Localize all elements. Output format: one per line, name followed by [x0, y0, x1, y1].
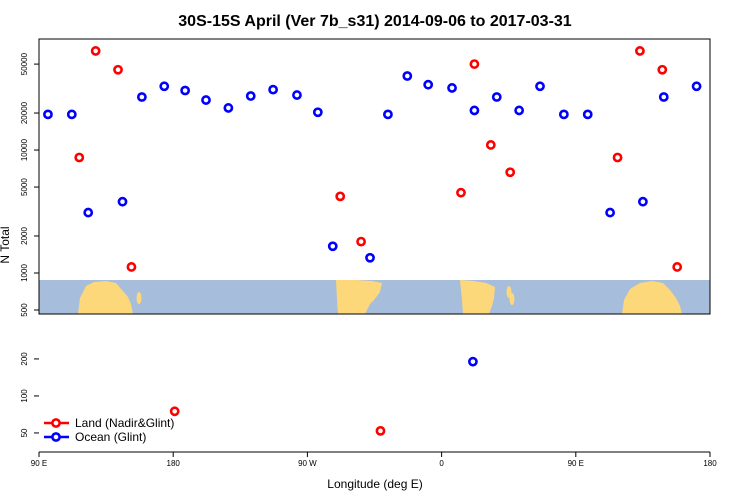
- ocean-point: [691, 81, 702, 92]
- legend: Land (Nadir&Glint)Ocean (Glint): [44, 416, 174, 444]
- land-patch-madagascar: [136, 292, 142, 304]
- land-point: [74, 152, 85, 163]
- map-strip: [39, 280, 710, 314]
- legend-marker-ocean: [51, 432, 61, 442]
- land-point: [505, 167, 516, 178]
- land-point: [375, 425, 386, 436]
- land-mass-2: [336, 280, 382, 314]
- y-ticks: 50 100 200 500 1000 2000 5000 10000 20000 50000: [20, 52, 39, 437]
- ocean-point: [605, 207, 615, 218]
- x-axis-label: Longitude (deg E): [327, 477, 422, 491]
- x-tick-label: 180: [703, 459, 717, 468]
- y-tick-label: 10000: [20, 138, 29, 161]
- x-tick-label: 90 W: [298, 459, 317, 468]
- ocean-point: [582, 109, 593, 120]
- ocean-point: [383, 109, 393, 120]
- ocean-point: [469, 105, 480, 116]
- land-point: [356, 236, 366, 247]
- land-point: [456, 187, 466, 198]
- ocean-point: [201, 95, 211, 105]
- ocean-point: [638, 196, 648, 207]
- land-point: [169, 406, 180, 417]
- land-point: [469, 59, 480, 69]
- ocean-point: [292, 90, 302, 100]
- ocean-point: [468, 356, 478, 367]
- ocean-point: [658, 92, 669, 102]
- ocean-point: [514, 105, 525, 116]
- ocean-point: [402, 71, 413, 81]
- ocean-point: [83, 207, 94, 218]
- y-tick-label: 500: [20, 303, 29, 317]
- land-point: [126, 262, 137, 272]
- x-tick-label: 180: [167, 459, 181, 468]
- y-tick-label: 20000: [20, 101, 29, 124]
- ocean-point: [66, 109, 77, 120]
- land-point: [113, 64, 123, 75]
- y-tick-label: 200: [20, 352, 29, 366]
- plot-frame: [38, 38, 711, 315]
- land-point: [335, 191, 346, 202]
- ocean-point: [535, 81, 545, 92]
- ocean-point: [223, 103, 234, 113]
- land-patch-south-america-2: [509, 293, 515, 305]
- ocean-point: [423, 79, 434, 90]
- ocean-point: [558, 109, 569, 120]
- x-tick-label: 90 E: [31, 459, 47, 468]
- ocean-point: [447, 83, 457, 93]
- ocean-point: [312, 107, 323, 118]
- land-mass-4: [622, 281, 682, 314]
- legend-label-land: Land (Nadir&Glint): [75, 416, 174, 430]
- ocean-point: [180, 85, 191, 96]
- map-land: [78, 280, 682, 314]
- y-tick-label: 5000: [20, 178, 29, 196]
- x-tick-label: 90 E: [568, 459, 584, 468]
- land-point: [612, 152, 623, 163]
- y-tick-label: 1000: [20, 264, 29, 282]
- ocean-point: [117, 196, 128, 207]
- ocean-point: [491, 92, 502, 102]
- y-axis-label: N Total: [0, 226, 12, 263]
- data-points: [43, 46, 702, 436]
- ocean-point: [136, 92, 147, 102]
- x-ticks: 90 E 180 90 W 0 90 E 180: [31, 452, 717, 468]
- y-tick-label: 50: [20, 428, 29, 437]
- land-point: [90, 46, 101, 56]
- ocean-point: [245, 91, 256, 101]
- ocean-point: [159, 81, 170, 92]
- ocean-point: [327, 241, 338, 252]
- land-point: [657, 64, 668, 75]
- y-tick-label: 50000: [20, 52, 29, 75]
- x-tick-label: 0: [439, 459, 444, 468]
- land-point: [635, 46, 645, 56]
- land-mass-1: [78, 281, 133, 314]
- land-point: [672, 262, 683, 272]
- land-point: [485, 140, 496, 150]
- ocean-point: [268, 84, 279, 95]
- chart-title: 30S-15S April (Ver 7b_s31) 2014-09-06 to…: [178, 13, 572, 30]
- y-tick-label: 2000: [20, 227, 29, 245]
- ocean-point: [43, 109, 53, 120]
- legend-label-ocean: Ocean (Glint): [75, 430, 146, 444]
- legend-marker-land: [51, 418, 61, 428]
- land-mass-3: [460, 280, 495, 314]
- y-tick-label: 100: [20, 389, 29, 403]
- ocean-point: [365, 252, 375, 263]
